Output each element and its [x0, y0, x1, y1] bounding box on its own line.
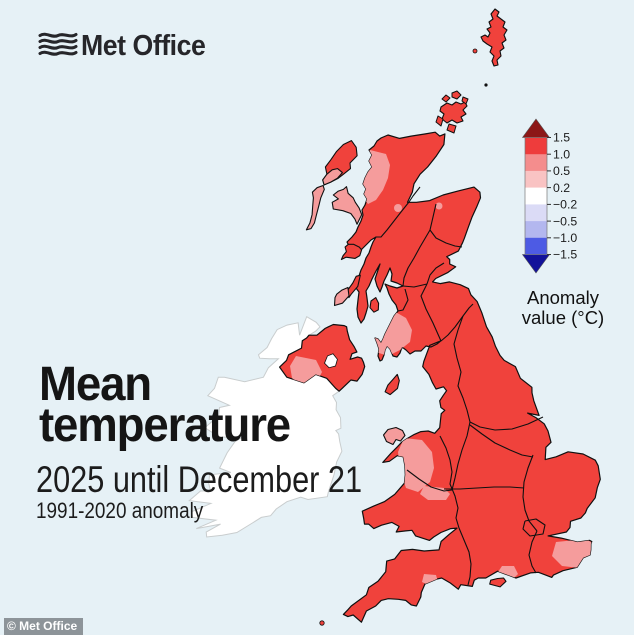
svg-text:−0.2: −0.2	[553, 198, 577, 212]
svg-text:0.5: 0.5	[553, 164, 570, 178]
svg-text:0.2: 0.2	[553, 181, 570, 195]
svg-text:1.0: 1.0	[553, 147, 570, 161]
svg-text:−1.5: −1.5	[553, 248, 577, 262]
svg-text:−1.0: −1.0	[553, 231, 577, 245]
svg-text:1.5: 1.5	[553, 131, 570, 145]
svg-text:−0.5: −0.5	[553, 214, 577, 228]
